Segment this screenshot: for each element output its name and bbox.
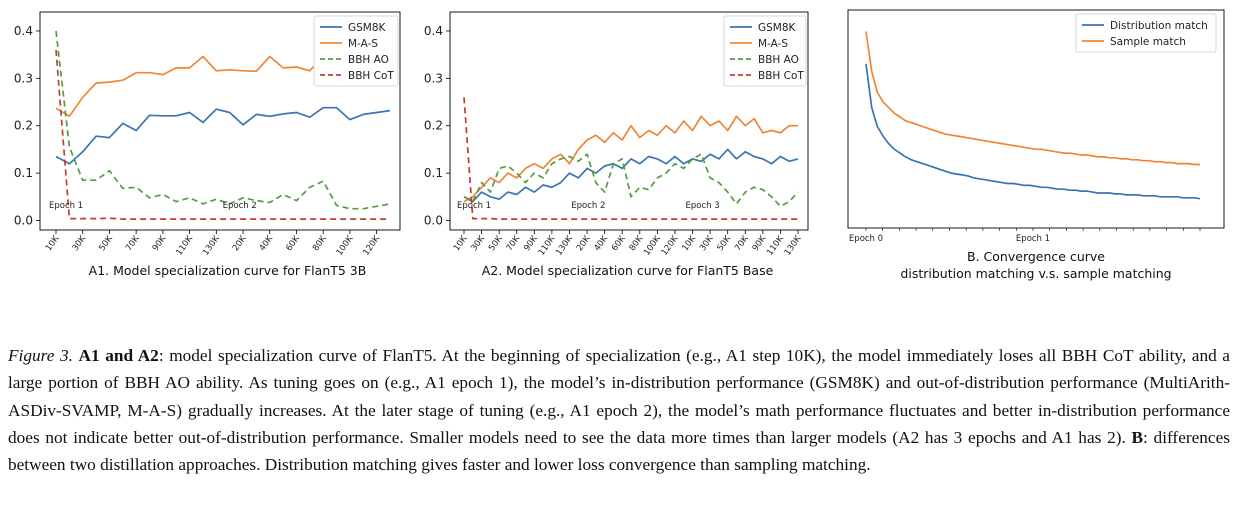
caption-b-line2: distribution matching v.s. sample matchi… [900, 266, 1172, 281]
a2-legend-box [723, 15, 807, 87]
a2-xtick-label: 50K [487, 234, 505, 254]
figure-caption-b-text: : differences between two distillation a… [8, 427, 1230, 475]
a1-xtick-label: 120K [361, 234, 382, 258]
a1-xtick-label: 90K [151, 234, 169, 254]
caption-a1: A1. Model specialization curve for FlanT… [88, 263, 367, 278]
a1-ytick-label: 0.3 [14, 71, 33, 85]
figure-caption-b-heading: B [1131, 427, 1144, 447]
a2-xtick-label: 30K [698, 234, 716, 254]
b-plot-frame [847, 9, 1225, 229]
b-xtick-label: Epoch 1 [1016, 234, 1050, 244]
a2-xtick-label: 100K [642, 234, 663, 258]
a2-xtick-label: 70K [733, 234, 751, 254]
a2-xtick-label: 130K [783, 234, 804, 258]
panel-b-chart: Epoch 0 Epoch 1 Distribution match Sample m… [847, 9, 1225, 244]
caption-b-line1: B. Convergence curve [967, 249, 1105, 264]
a2-xtick-label: 130K [554, 234, 575, 258]
a2-legend-label: BBH AO [758, 54, 799, 66]
a2-xtick-label: 50K [716, 234, 734, 254]
a2-xtick-label: 10K [680, 234, 698, 254]
a2-ytick-label: 0.4 [424, 24, 443, 38]
a1-ytick-label: 0.1 [14, 166, 33, 180]
caption-b: B. Convergence curve distribution matchi… [848, 248, 1224, 282]
a1-xtick-label: 100K [335, 234, 356, 258]
a2-xtick-label: 120K [660, 234, 681, 258]
a1-xtick-label: 80K [311, 234, 329, 254]
a1-xtick-label: 110K [174, 234, 195, 258]
figure-caption-a-text: : model specialization curve of FlanT5. … [8, 346, 1230, 447]
a2-series-line-gsm8k [463, 148, 799, 203]
b-series-line-distribution-match [865, 63, 1201, 200]
a2-xtick-label: 70K [505, 234, 523, 254]
a1-ytick-label: 0.4 [14, 24, 33, 38]
a1-xtick-label: 70K [124, 234, 142, 254]
a2-ytick-label: 0.2 [424, 119, 443, 133]
a2-xtick-label: 20K [575, 234, 593, 254]
a2-epoch-annotation: Epoch 1 [457, 201, 491, 211]
a2-xtick-label: 60K [610, 234, 628, 254]
a1-legend-label: BBH AO [348, 54, 389, 66]
a1-series-line-bbh-ao [55, 30, 391, 210]
a1-xtick-label: 130K [201, 234, 222, 258]
a2-epoch-annotation: Epoch 3 [686, 201, 720, 211]
a2-ytick-label: 0.0 [424, 214, 443, 228]
a1-xtick-label: 50K [97, 234, 115, 254]
a1-legend-label: BBH CoT [348, 70, 394, 82]
a1-legend-label: GSM8K [348, 22, 387, 34]
a1-plot-frame [39, 11, 401, 231]
b-series-line-sample-match [865, 31, 1200, 166]
b-legend-label: Distribution match [1110, 20, 1208, 32]
a2-legend-label: BBH CoT [758, 70, 804, 82]
a1-series-line-gsm8k [55, 106, 391, 165]
figure-caption: Figure 3. A1 and A2: model specializatio… [8, 342, 1230, 478]
a2-xtick-label: 10K [452, 234, 470, 254]
b-xtick-label: Epoch 0 [849, 234, 883, 244]
a2-plot-frame [449, 11, 809, 231]
a2-xtick-label: 110K [537, 234, 558, 258]
a2-series-line-bbh-ao [463, 153, 799, 208]
a1-series-line-bbh-cot [55, 49, 390, 220]
panel-a1-chart: 0.0 0.1 0.2 0.3 0.4 10K 30K 50K 70K 90K 110K 130K 20… [14, 11, 401, 258]
a2-legend-label: M-A-S [758, 38, 788, 50]
a1-xtick-label: 60K [284, 234, 302, 254]
b-legend-label: Sample match [1110, 36, 1186, 48]
a1-epoch-annotation: Epoch 1 [49, 201, 83, 211]
caption-a2: A2. Model specialization curve for FlanT… [481, 263, 774, 278]
a2-legend-label: GSM8K [758, 22, 797, 34]
a2-series-line-bbh-cot [463, 97, 798, 220]
a2-xtick-label: 110K [765, 234, 786, 258]
a1-epoch-annotation: Epoch 2 [223, 201, 257, 211]
a1-xtick-label: 20K [231, 234, 249, 254]
a2-epoch-annotation: Epoch 2 [571, 201, 605, 211]
b-legend-box [1075, 13, 1217, 53]
a1-xtick-label: 30K [71, 234, 89, 254]
a2-series-line-m-a-s [463, 115, 798, 203]
a1-xtick-label: 40K [258, 234, 276, 254]
figure-caption-label: Figure 3. [8, 346, 73, 365]
a2-xtick-label: 30K [469, 234, 487, 254]
a1-ytick-label: 0.2 [14, 119, 33, 133]
a1-legend-box [313, 15, 399, 87]
a2-ytick-label: 0.1 [424, 166, 443, 180]
a1-xtick-label: 10K [44, 234, 62, 254]
a2-xtick-label: 40K [592, 234, 610, 254]
figure-caption-a-heading: A1 and A2 [78, 346, 159, 365]
a2-ytick-label: 0.3 [424, 71, 443, 85]
a1-legend-label: M-A-S [348, 38, 378, 50]
a1-ytick-label: 0.0 [14, 214, 33, 228]
